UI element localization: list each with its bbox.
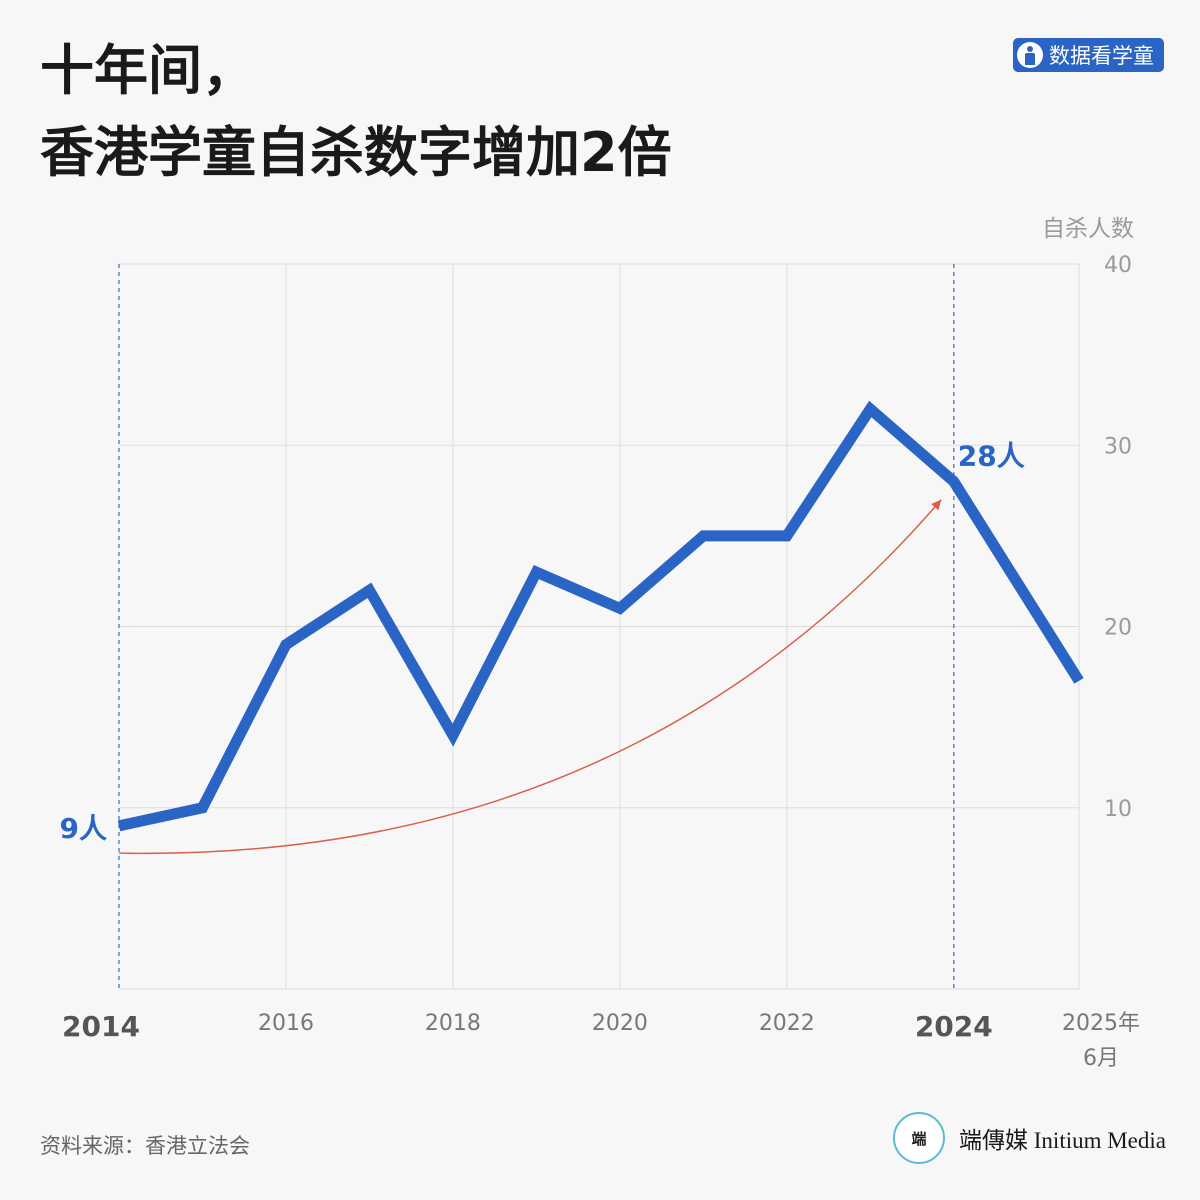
y-tick-label: 20	[1104, 616, 1132, 641]
child-figure-icon	[1017, 42, 1043, 68]
data-label: 28人	[958, 440, 1025, 473]
y-tick-label: 10	[1104, 797, 1132, 822]
publisher-logo[interactable]: 端 端傳媒 Initium Media	[893, 1112, 1166, 1164]
data-label: 9人	[60, 812, 107, 845]
title-line-2: 香港学童自杀数字增加2倍	[40, 121, 672, 184]
x-tick-label: 2022	[759, 1011, 815, 1036]
y-axis-label: 自杀人数	[1042, 216, 1134, 242]
series-line	[117, 400, 1084, 832]
source-note: 资料来源：香港立法会	[40, 1134, 250, 1158]
trend-arrow-head	[931, 499, 942, 511]
x-tick-label: 2016	[258, 1011, 314, 1036]
logo-text: 端傳媒 Initium Media	[959, 1128, 1166, 1153]
y-tick-label: 40	[1104, 253, 1132, 278]
x-tick-label: 2024	[915, 1010, 993, 1043]
badge-label: 数据看学童	[1049, 44, 1154, 68]
x-tick-label-secondary: 6月	[1083, 1046, 1119, 1071]
logo-mark-icon: 端	[893, 1112, 946, 1164]
y-tick-label: 30	[1104, 434, 1132, 459]
x-tick-label: 2025年	[1062, 1011, 1140, 1036]
x-tick-label: 2014	[62, 1010, 140, 1043]
x-tick-label: 2020	[592, 1011, 648, 1036]
trend-arrow-curve	[118, 499, 942, 855]
chart-title: 十年间， 香港学童自杀数字增加2倍	[40, 30, 672, 194]
x-tick-label: 2018	[425, 1011, 481, 1036]
series-badge[interactable]: 数据看学童	[1013, 38, 1164, 72]
title-line-1: 十年间，	[40, 39, 256, 102]
